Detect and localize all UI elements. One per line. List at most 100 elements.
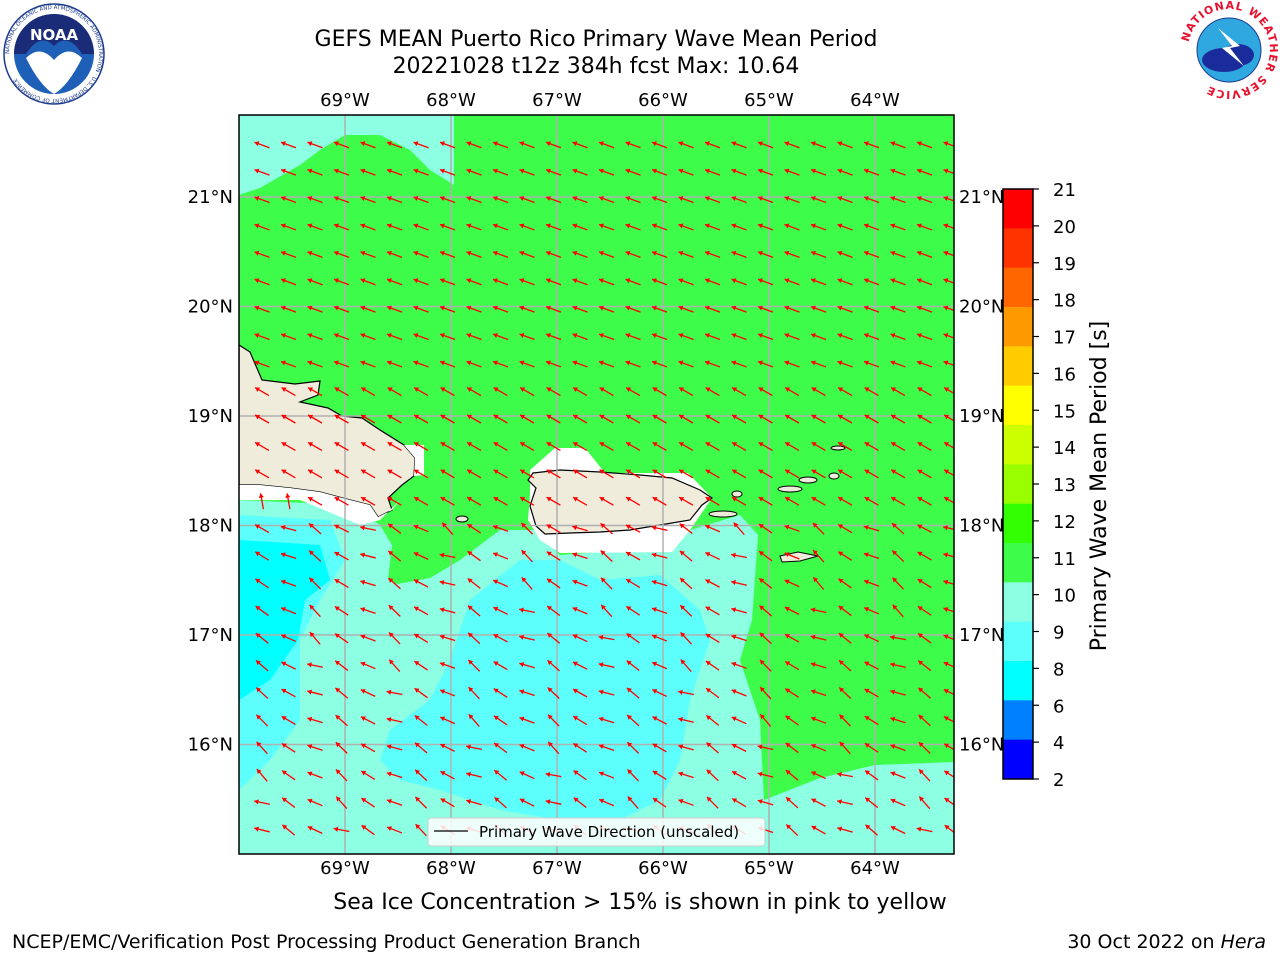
wave-arrow <box>678 387 694 397</box>
wave-arrow <box>704 551 721 561</box>
wave-arrow <box>546 496 561 506</box>
wave-arrow <box>784 360 800 368</box>
wave-arrow <box>706 769 719 782</box>
wave-arrow <box>414 769 428 782</box>
wave-arrow <box>678 250 694 258</box>
wave-arrow <box>492 141 509 149</box>
wave-arrow <box>334 633 349 644</box>
wave-arrow <box>466 469 482 479</box>
wave-arrow <box>891 577 905 590</box>
wave-arrow <box>572 661 588 670</box>
wave-arrow <box>572 305 588 313</box>
wave-arrow <box>307 278 323 286</box>
wave-arrow <box>492 552 509 560</box>
wave-arrow <box>255 578 269 589</box>
wave-arrow <box>890 168 906 176</box>
wave-arrow <box>890 689 906 696</box>
wave-arrow <box>254 524 270 534</box>
colorbar-tick-label: 11 <box>1053 549 1076 570</box>
wave-arrow <box>943 716 954 723</box>
wave-arrow <box>757 744 774 751</box>
wave-arrow <box>280 634 297 643</box>
wave-arrow <box>784 196 800 204</box>
wave-arrow <box>547 659 560 672</box>
wave-arrow <box>784 250 800 258</box>
colorbar-segment <box>1003 464 1033 505</box>
wave-arrow <box>414 687 428 699</box>
wave-arrow <box>334 496 349 506</box>
wave-arrow <box>785 823 799 837</box>
wave-arrow <box>493 441 508 451</box>
lat-label-left: 20°N <box>188 297 233 318</box>
wave-arrow <box>943 496 954 504</box>
wave-arrow <box>439 305 456 313</box>
wave-arrow <box>892 604 904 618</box>
colorbar-segment <box>1003 543 1033 583</box>
virgin-islands <box>777 485 803 493</box>
wave-arrow <box>627 796 639 810</box>
lon-label-top: 69°W <box>320 90 370 111</box>
wave-arrow <box>943 278 954 284</box>
wave-arrow <box>864 441 879 451</box>
wave-arrow <box>837 168 853 176</box>
map-frame <box>238 114 955 855</box>
wave-arrow <box>651 278 668 286</box>
period-region-6-8 <box>239 540 330 700</box>
wave-arrow <box>413 168 429 176</box>
wave-arrow <box>918 741 931 754</box>
wave-arrow <box>916 250 933 258</box>
wave-arrow <box>254 799 270 805</box>
wave-arrow <box>281 770 296 781</box>
nws-logo-icon: NATIONAL WEATHER SERVICE <box>1179 0 1279 100</box>
wave-arrow <box>759 659 772 672</box>
wave-arrow <box>280 168 297 176</box>
wave-arrow <box>466 305 482 313</box>
wave-arrow <box>334 660 349 671</box>
wave-arrow <box>705 469 720 479</box>
wave-arrow <box>864 469 879 479</box>
wave-arrow <box>519 168 535 176</box>
wave-arrow <box>335 714 348 727</box>
wave-arrow <box>493 387 508 397</box>
wave-arrow <box>704 524 721 533</box>
wave-arrow <box>838 605 852 617</box>
wave-arrow <box>838 686 852 700</box>
wave-arrow <box>731 141 747 149</box>
mona-island <box>455 515 469 523</box>
wave-arrow <box>572 688 588 698</box>
wave-arrow <box>837 799 853 806</box>
wave-arrow <box>545 141 562 149</box>
wave-arrow <box>492 360 509 368</box>
wave-arrow <box>943 196 954 202</box>
wave-arrow <box>705 441 720 451</box>
wave-arrow <box>811 825 826 835</box>
lon-label-bottom: 69°W <box>320 858 370 879</box>
wave-arrow <box>360 607 376 614</box>
wave-arrow <box>413 141 429 149</box>
wave-arrow <box>863 552 880 560</box>
wave-arrow <box>492 305 509 313</box>
wave-arrow <box>280 141 297 149</box>
wave-arrow <box>864 769 879 781</box>
wave-arrow <box>492 168 509 176</box>
colorbar-tick-label: 19 <box>1053 254 1076 275</box>
coastal-mask-hispaniola-east <box>404 445 424 476</box>
wave-arrow <box>704 168 721 176</box>
wave-arrow <box>545 196 562 204</box>
wave-arrow <box>678 305 694 313</box>
wave-arrow <box>626 687 640 699</box>
wave-arrow <box>493 606 508 615</box>
map-legend: Primary Wave Direction (unscaled) <box>427 817 766 847</box>
wave-arrow <box>519 689 535 697</box>
wave-arrow <box>917 660 932 672</box>
wave-arrow <box>545 772 562 778</box>
wave-arrow <box>280 607 297 615</box>
wave-arrow <box>519 250 535 258</box>
wave-arrow <box>414 714 428 726</box>
wave-arrow <box>598 168 615 176</box>
wave-arrow <box>626 714 640 727</box>
colorbar-segment <box>1003 503 1033 544</box>
culebra-island <box>731 490 743 498</box>
wave-arrow <box>943 579 954 586</box>
wave-arrow <box>307 387 323 397</box>
